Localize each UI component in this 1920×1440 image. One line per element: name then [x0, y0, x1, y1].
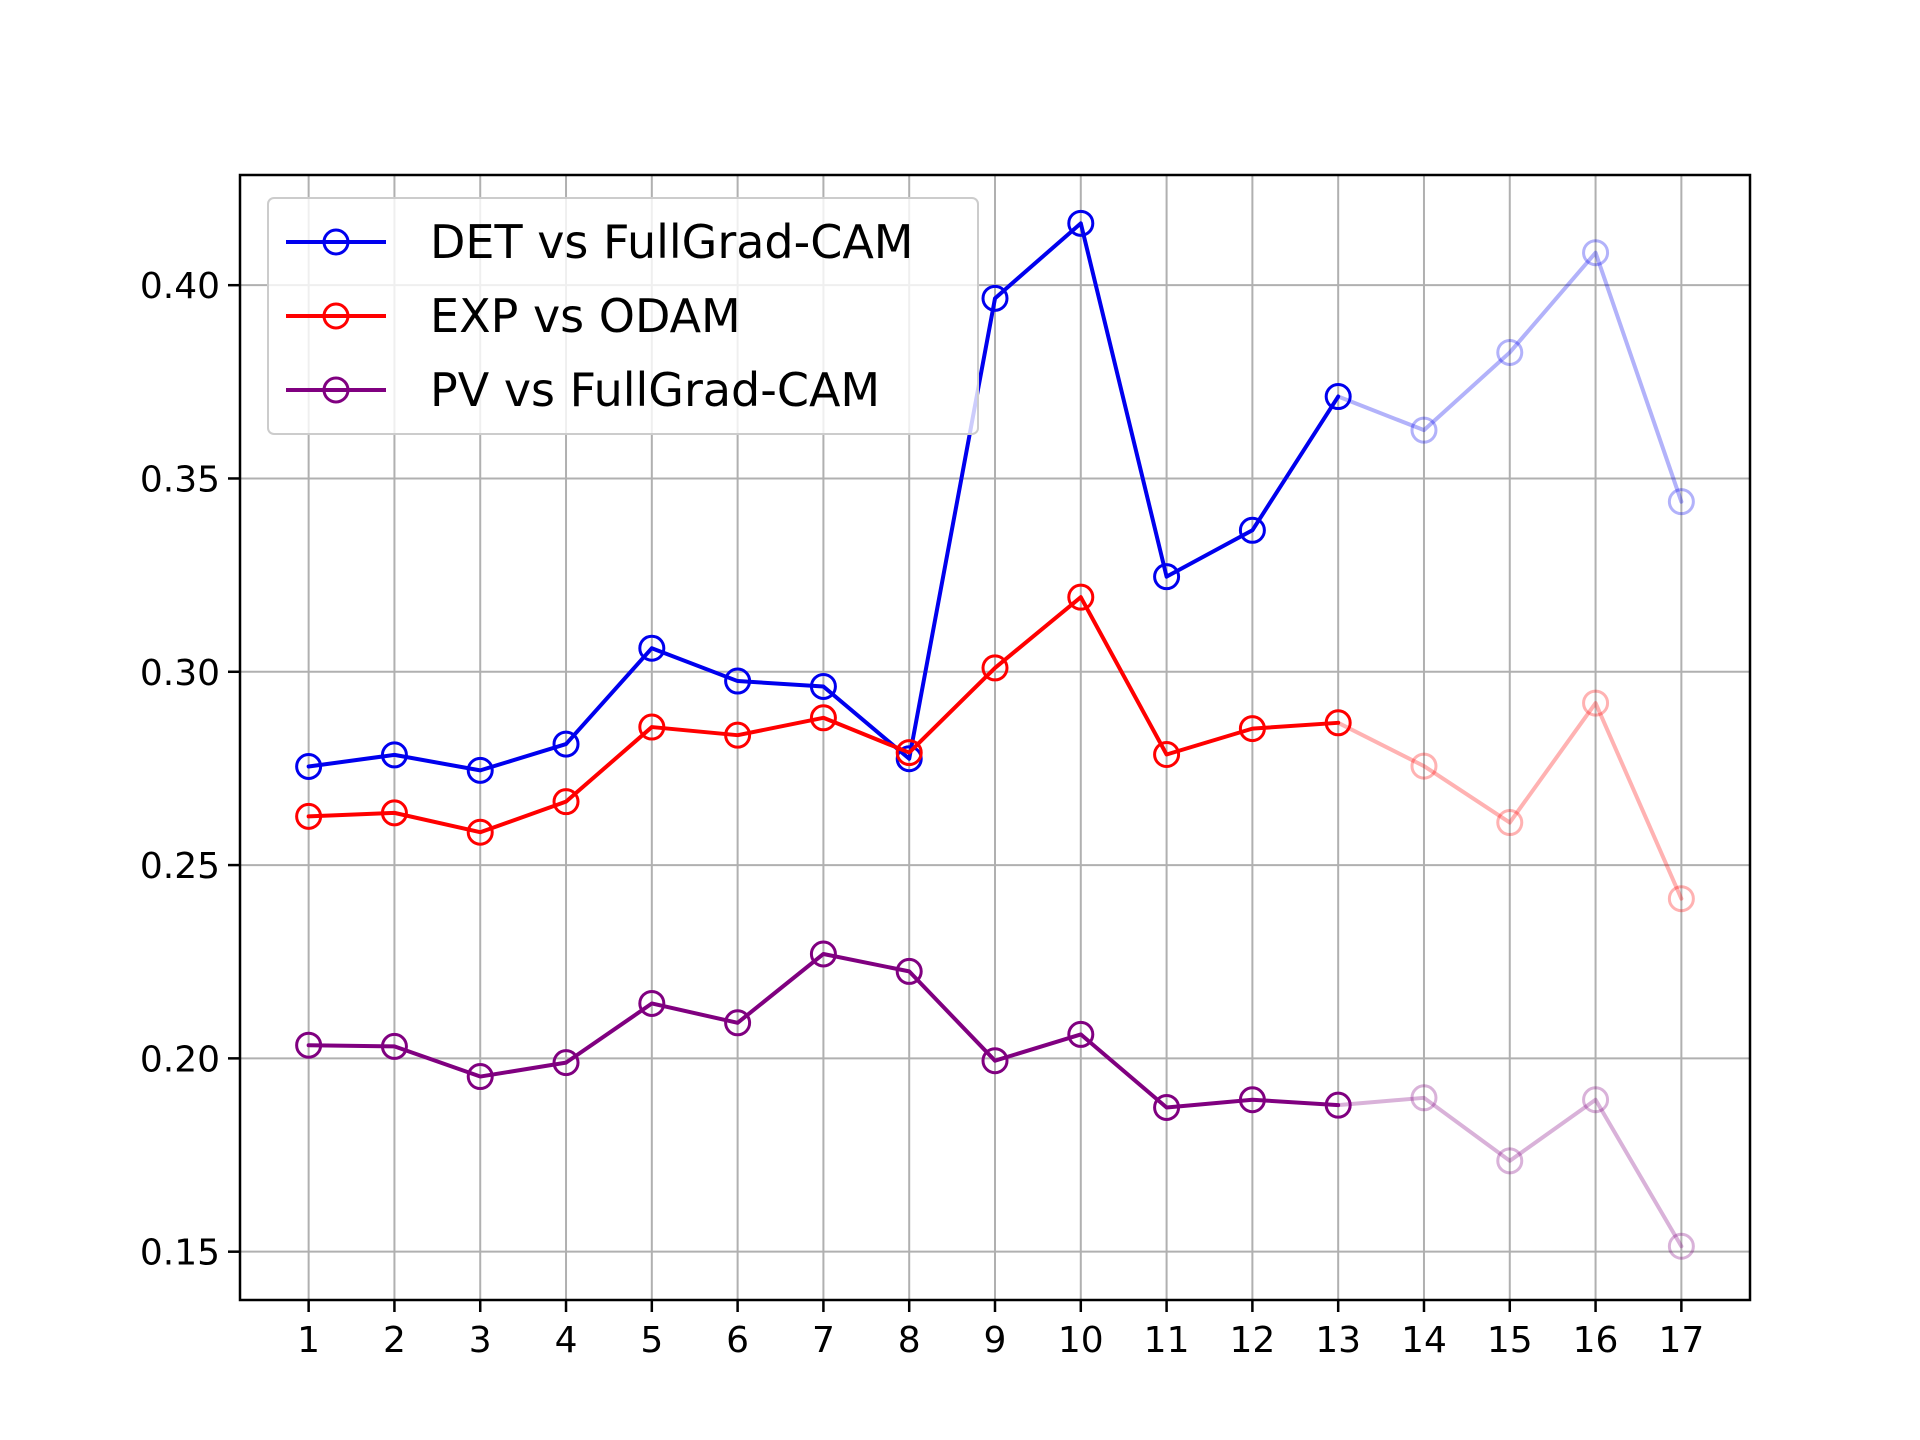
- x-tick-label: 6: [726, 1320, 749, 1361]
- data-point-marker: [1067, 583, 1095, 611]
- series-group: [295, 583, 1695, 913]
- data-point-marker: [981, 284, 1009, 312]
- y-tick-label: 0.25: [140, 846, 220, 887]
- data-point-marker: [638, 634, 666, 662]
- data-point-marker: [1582, 689, 1610, 717]
- x-tick-label: 7: [812, 1320, 835, 1361]
- data-point-marker: [552, 730, 580, 758]
- y-tick-label: 0.20: [140, 1039, 220, 1080]
- series-line-faded: [1336, 1095, 1684, 1249]
- x-tick-label: 14: [1401, 1320, 1447, 1361]
- legend-entry: PV vs FullGrad-CAM: [286, 363, 880, 417]
- data-point-marker: [1496, 1147, 1524, 1175]
- data-point-marker: [1324, 383, 1352, 411]
- ticks: 1 2 3 4 5 6 7 8 9 10 11 12 13 14 15 16 170.150.200.250.3…: [140, 266, 1704, 1361]
- data-point-marker: [380, 741, 408, 769]
- legend-marker-swatch: [322, 228, 350, 256]
- series-line-faded: [1336, 250, 1684, 504]
- y-tick-label: 0.30: [140, 653, 220, 694]
- y-tick-label: 0.35: [140, 459, 220, 500]
- data-point-marker: [466, 818, 494, 846]
- data-point-marker: [638, 713, 666, 741]
- legend-label: DET vs FullGrad-CAM: [430, 215, 914, 269]
- data-point-marker: [380, 799, 408, 827]
- x-tick-label: 3: [469, 1320, 492, 1361]
- x-tick-label: 15: [1487, 1320, 1533, 1361]
- x-tick-label: 5: [640, 1320, 663, 1361]
- y-tick-label: 0.40: [140, 266, 220, 307]
- x-tick-label: 10: [1058, 1320, 1104, 1361]
- data-point-marker: [295, 1031, 323, 1059]
- data-point-marker: [1410, 1084, 1438, 1112]
- data-point-marker: [380, 1032, 408, 1060]
- x-tick-label: 13: [1315, 1320, 1361, 1361]
- x-tick-label: 2: [383, 1320, 406, 1361]
- data-point-marker: [1153, 741, 1181, 769]
- data-point-marker: [981, 654, 1009, 682]
- data-point-marker: [1667, 1232, 1695, 1260]
- legend-box: [267, 197, 979, 435]
- legend-marker-swatch: [322, 376, 350, 404]
- x-tick-label: 17: [1658, 1320, 1704, 1361]
- data-point-marker: [295, 802, 323, 830]
- data-point-marker: [552, 1049, 580, 1077]
- x-tick-label: 9: [984, 1320, 1007, 1361]
- data-point-marker: [724, 667, 752, 695]
- x-tick-label: 4: [555, 1320, 578, 1361]
- data-point-marker: [295, 752, 323, 780]
- x-tick-label: 8: [898, 1320, 921, 1361]
- data-point-marker: [724, 1009, 752, 1037]
- y-tick-label: 0.15: [140, 1233, 220, 1274]
- data-point-marker: [895, 957, 923, 985]
- data-point-marker: [466, 1063, 494, 1091]
- data-point-marker: [552, 788, 580, 816]
- data-point-marker: [895, 745, 923, 773]
- data-point-marker: [1067, 209, 1095, 237]
- data-point-marker: [1324, 709, 1352, 737]
- data-point-marker: [809, 940, 837, 968]
- data-point-marker: [1496, 338, 1524, 366]
- data-point-marker: [1496, 809, 1524, 837]
- legend-label: EXP vs ODAM: [430, 289, 741, 343]
- data-point-marker: [1582, 1086, 1610, 1114]
- data-point-marker: [638, 989, 666, 1017]
- legend-entry: DET vs FullGrad-CAM: [286, 215, 914, 269]
- data-point-marker: [1153, 563, 1181, 591]
- data-point-marker: [1324, 1091, 1352, 1119]
- x-tick-label: 1: [297, 1320, 320, 1361]
- data-point-marker: [1238, 715, 1266, 743]
- data-point-marker: [895, 739, 923, 767]
- legend-marker-swatch: [322, 302, 350, 330]
- legend-entry: EXP vs ODAM: [286, 289, 741, 343]
- data-point-marker: [1410, 752, 1438, 780]
- data-point-marker: [1067, 1020, 1095, 1048]
- data-point-marker: [466, 756, 494, 784]
- x-tick-label: 16: [1573, 1320, 1619, 1361]
- series-line-faded: [1336, 701, 1684, 901]
- data-point-marker: [1238, 1086, 1266, 1114]
- data-point-marker: [724, 721, 752, 749]
- data-point-marker: [1238, 516, 1266, 544]
- series-line: [306, 951, 1341, 1110]
- data-point-marker: [1667, 488, 1695, 516]
- data-point-marker: [809, 672, 837, 700]
- data-point-marker: [1410, 416, 1438, 444]
- series-layer: [295, 209, 1695, 1260]
- data-point-marker: [809, 704, 837, 732]
- data-point-marker: [981, 1047, 1009, 1075]
- data-point-marker: [1667, 885, 1695, 913]
- legend: DET vs FullGrad-CAM EXP vs ODAM PV vs Full…: [267, 197, 979, 435]
- data-point-marker: [1582, 239, 1610, 267]
- series-line: [306, 221, 1341, 773]
- x-tick-label: 12: [1229, 1320, 1275, 1361]
- legend-label: PV vs FullGrad-CAM: [430, 363, 880, 417]
- data-point-marker: [1153, 1093, 1181, 1121]
- series-group: [295, 940, 1695, 1260]
- x-tick-label: 11: [1144, 1320, 1190, 1361]
- series-line: [306, 595, 1341, 835]
- series-group: [295, 209, 1695, 784]
